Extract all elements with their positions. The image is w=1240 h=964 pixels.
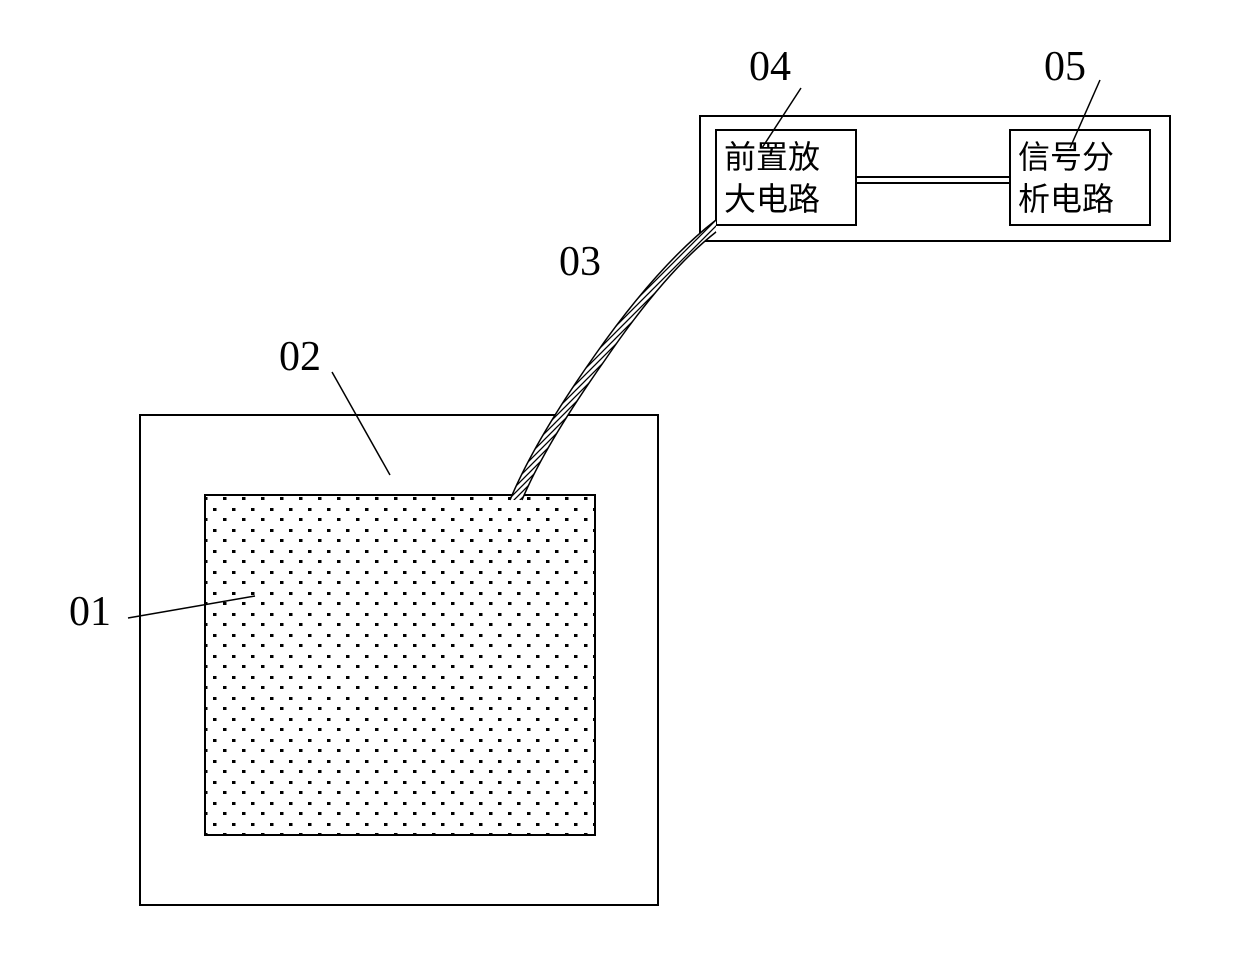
label-02: 02 [279, 334, 321, 380]
cable-fill [510, 220, 716, 500]
amplifier-text-line2: 大电路 [724, 181, 820, 217]
diagram-svg: 前置放 大电路 信号分 析电路 01 02 03 04 05 [0, 0, 1240, 964]
analyzer-text-line1: 信号分 [1018, 139, 1114, 175]
cable-outline-right [522, 232, 716, 500]
label-03: 03 [559, 239, 601, 285]
inner-box-fill [205, 495, 595, 835]
label-05: 05 [1044, 44, 1086, 90]
amplifier-text-line1: 前置放 [724, 139, 820, 175]
analyzer-text-line2: 析电路 [1018, 181, 1114, 217]
leader-line-02 [332, 372, 390, 475]
label-04: 04 [749, 44, 791, 90]
label-01: 01 [69, 589, 111, 635]
